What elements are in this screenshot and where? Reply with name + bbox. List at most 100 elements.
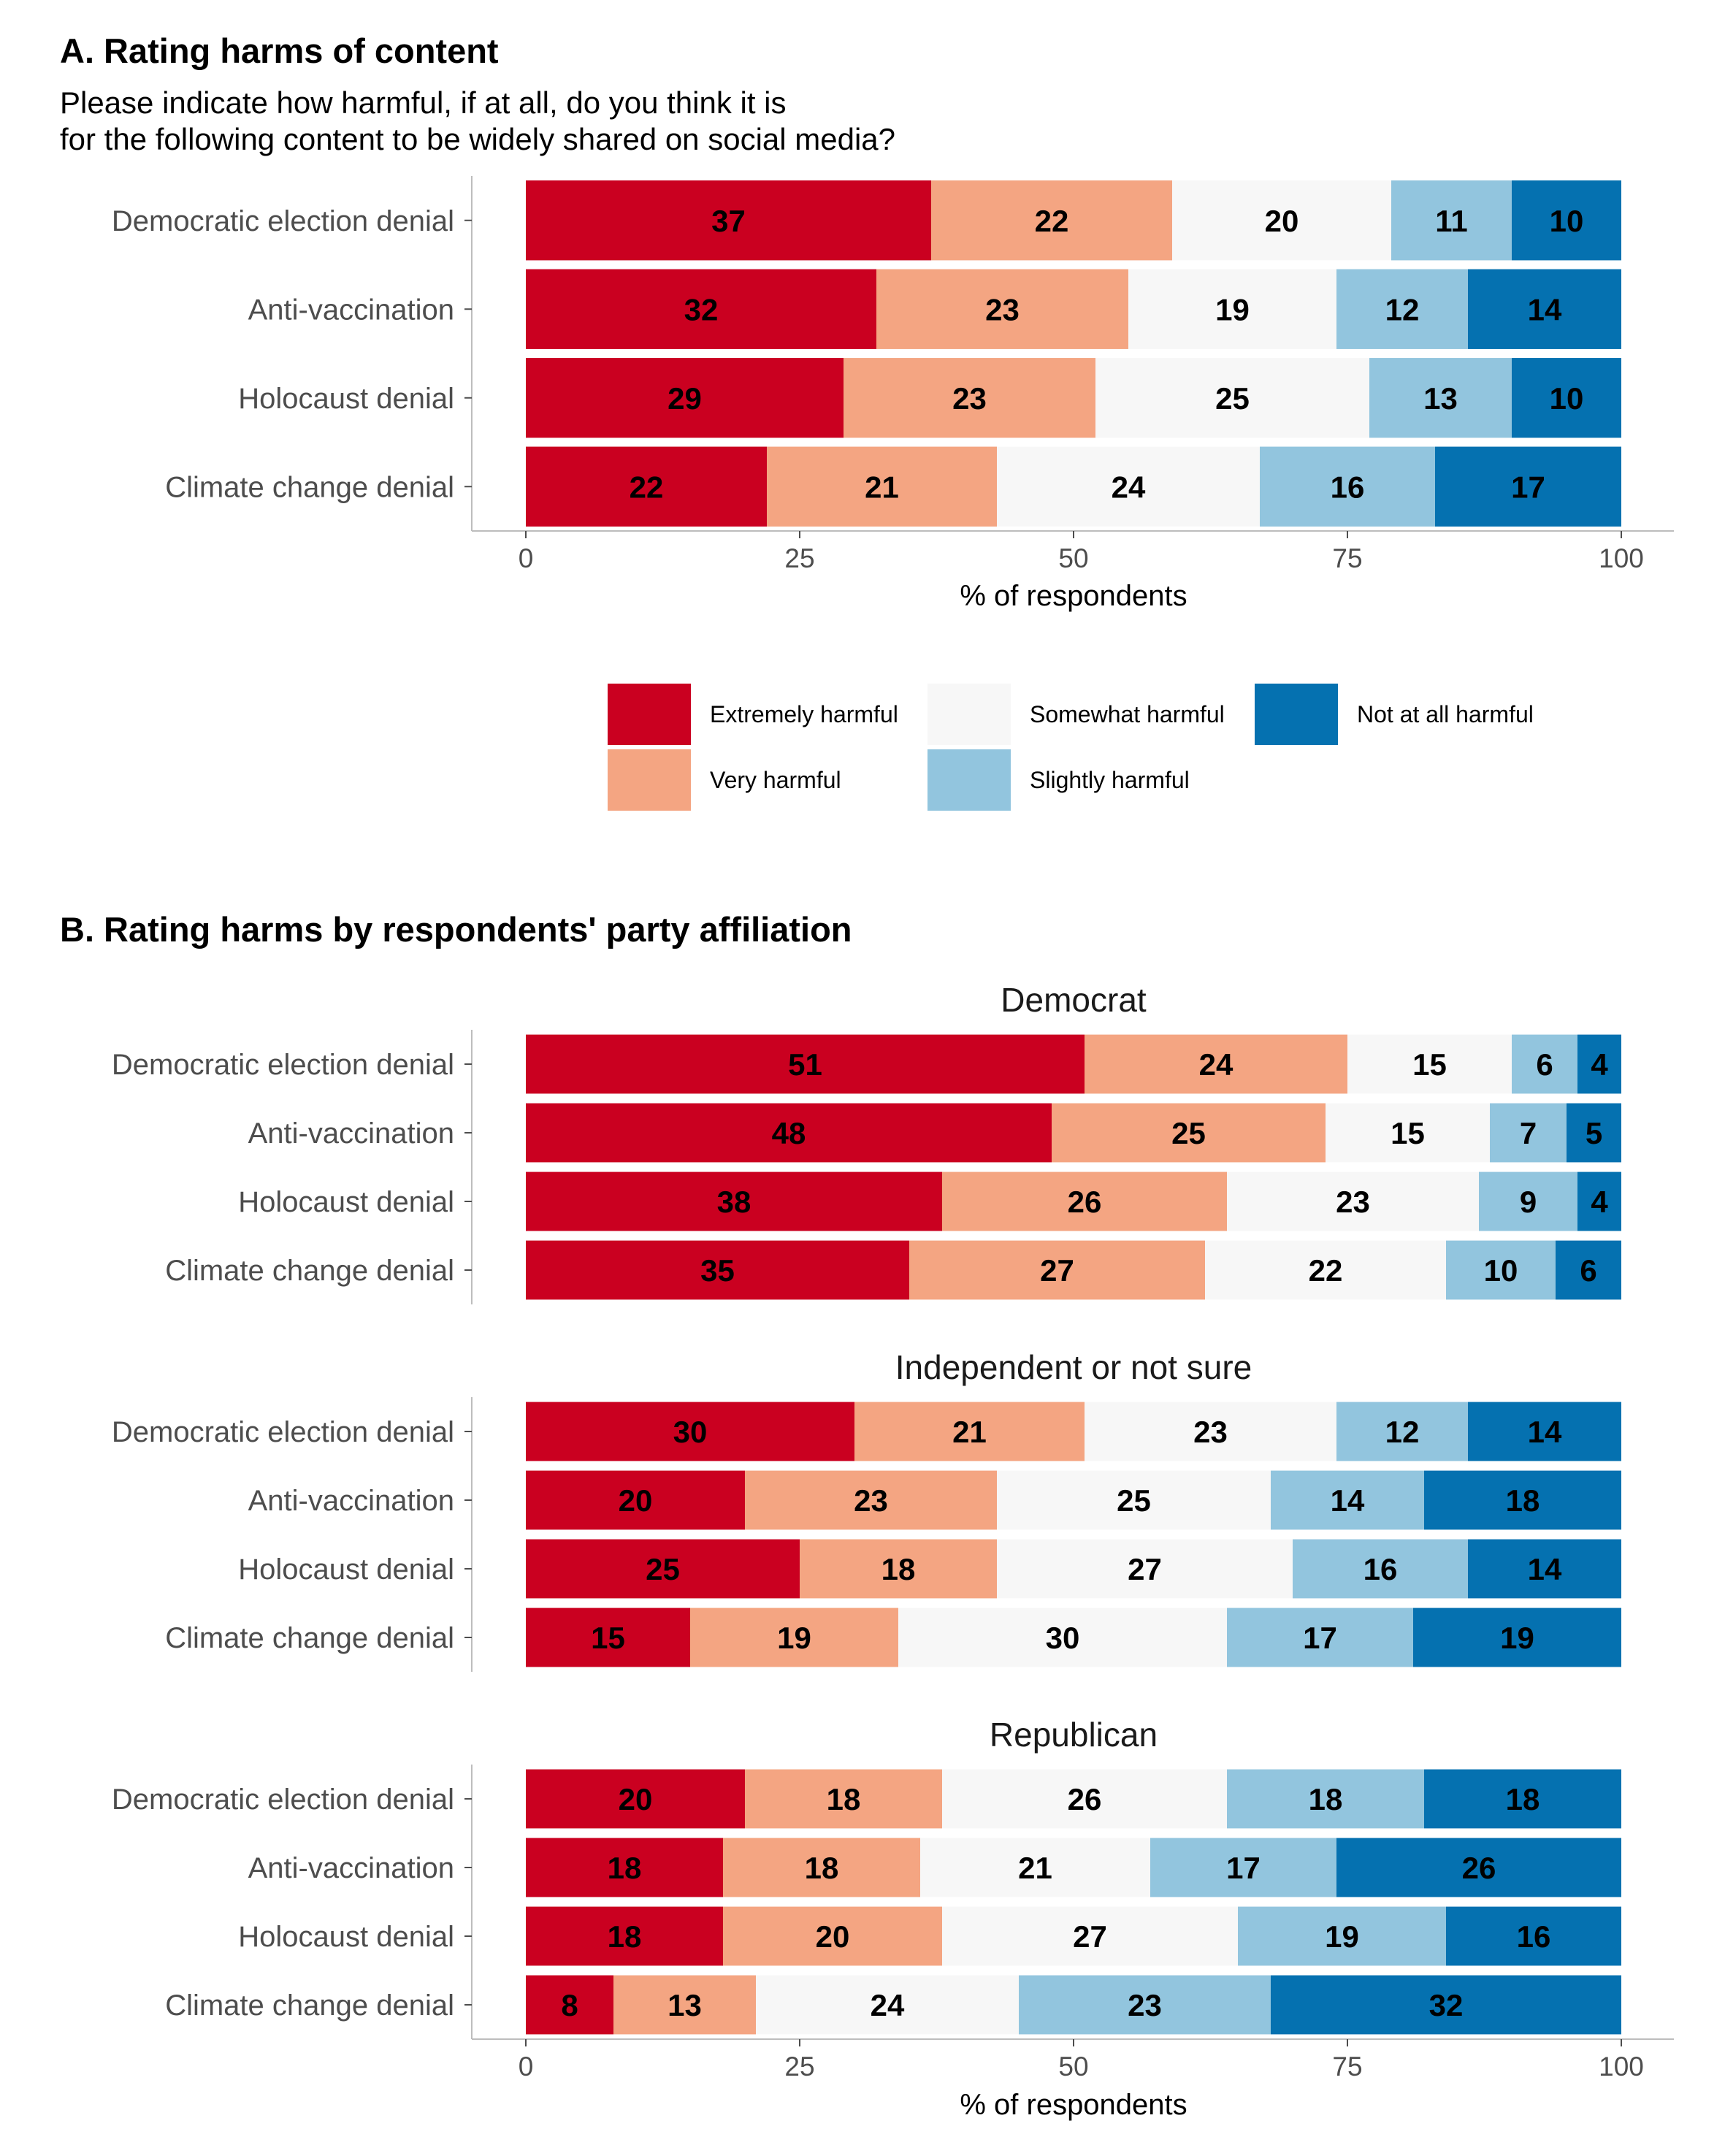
bar-value-label: 18 xyxy=(608,1851,642,1885)
bar-value-label: 5 xyxy=(1586,1116,1602,1150)
bar-value-label: 37 xyxy=(711,204,746,238)
bar-value-label: 27 xyxy=(1040,1253,1074,1288)
bar-segment-somewhat-harmful xyxy=(1326,1103,1490,1163)
bar-segment-very-harmful xyxy=(909,1240,1205,1300)
bar-value-label: 20 xyxy=(619,1483,653,1518)
x-tick-label: 0 xyxy=(519,2052,534,2082)
bar-value-label: 7 xyxy=(1520,1116,1537,1150)
bar-value-label: 12 xyxy=(1385,1415,1420,1449)
legend-swatch-very-harmful xyxy=(608,749,691,811)
category-label-climate-change-denial: Climate change denial xyxy=(165,1989,454,2022)
bar-value-label: 16 xyxy=(1517,1919,1551,1954)
bar-segment-not-at-all-harmful xyxy=(1468,269,1621,349)
bar-segment-very-harmful xyxy=(931,180,1172,261)
bar-value-label: 48 xyxy=(772,1116,806,1150)
bar-segment-very-harmful xyxy=(800,1539,997,1599)
x-tick-label: 100 xyxy=(1599,543,1644,573)
bar-segment-somewhat-harmful xyxy=(1205,1240,1446,1300)
panel-a-question-line1: Please indicate how harmful, if at all, … xyxy=(60,85,787,120)
bar-segment-slightly-harmful xyxy=(1271,1470,1424,1530)
bar-segment-slightly-harmful xyxy=(1227,1769,1424,1829)
bar-segment-not-at-all-harmful xyxy=(1512,358,1621,438)
bar-value-label: 24 xyxy=(1199,1047,1233,1082)
legend-swatch-somewhat-harmful xyxy=(927,684,1011,745)
category-label-holocaust-denial: Holocaust denial xyxy=(238,383,454,415)
category-label-holocaust-denial: Holocaust denial xyxy=(238,1921,454,1953)
bar-value-label: 16 xyxy=(1331,470,1365,504)
bar-segment-slightly-harmful xyxy=(1019,1975,1271,2035)
bar-segment-very-harmful xyxy=(844,358,1095,438)
bar-value-label: 17 xyxy=(1511,470,1545,504)
bar-value-label: 19 xyxy=(1215,292,1250,326)
bar-segment-very-harmful xyxy=(767,446,997,527)
x-tick-label: 75 xyxy=(1332,543,1362,573)
bar-value-label: 13 xyxy=(668,1988,702,2022)
category-label-holocaust-denial: Holocaust denial xyxy=(238,1186,454,1218)
bar-value-label: 8 xyxy=(561,1988,578,2022)
x-tick-label: 25 xyxy=(784,2052,814,2082)
bar-value-label: 25 xyxy=(1171,1116,1206,1150)
bar-value-label: 16 xyxy=(1363,1552,1398,1586)
bar-segment-extremely-harmful xyxy=(526,1975,613,2035)
bar-segment-somewhat-harmful xyxy=(997,446,1260,527)
bar-value-label: 22 xyxy=(1035,204,1069,238)
bar-value-label: 17 xyxy=(1303,1621,1337,1655)
bar-segment-very-harmful xyxy=(745,1769,942,1829)
bar-segment-not-at-all-harmful xyxy=(1271,1975,1621,2035)
bar-segment-not-at-all-harmful xyxy=(1577,1171,1621,1231)
bar-value-label: 25 xyxy=(646,1552,680,1586)
bar-value-label: 13 xyxy=(1423,381,1458,416)
x-tick-label: 25 xyxy=(784,543,814,573)
category-label-anti-vaccination: Anti-vaccination xyxy=(248,1485,454,1517)
bar-value-label: 27 xyxy=(1128,1552,1162,1586)
bar-segment-very-harmful xyxy=(745,1470,997,1530)
bar-segment-very-harmful xyxy=(854,1402,1085,1461)
panel-b-x-axis-title: % of respondents xyxy=(960,2089,1187,2121)
x-tick-label: 0 xyxy=(519,543,534,573)
bar-segment-not-at-all-harmful xyxy=(1424,1470,1621,1530)
bar-segment-somewhat-harmful xyxy=(1095,358,1369,438)
legend-swatch-not-at-all-harmful xyxy=(1255,684,1338,745)
bar-segment-extremely-harmful xyxy=(526,1402,854,1461)
bar-segment-not-at-all-harmful xyxy=(1336,1838,1621,1897)
legend-swatch-extremely-harmful xyxy=(608,684,691,745)
bar-value-label: 20 xyxy=(1265,204,1299,238)
bar-value-label: 21 xyxy=(952,1415,987,1449)
bar-value-label: 21 xyxy=(1018,1851,1052,1885)
bar-segment-not-at-all-harmful xyxy=(1556,1240,1621,1300)
facet-title-independent-or-not-sure: Independent or not sure xyxy=(895,1348,1252,1386)
bar-segment-extremely-harmful xyxy=(526,358,844,438)
bar-value-label: 6 xyxy=(1580,1253,1596,1288)
bar-segment-not-at-all-harmful xyxy=(1512,180,1621,261)
facet-independent: Independent or not sure Democratic electi… xyxy=(112,1348,1621,1672)
category-label-democratic-election-denial: Democratic election denial xyxy=(112,1416,454,1448)
bar-segment-somewhat-harmful xyxy=(1128,269,1336,349)
bar-segment-slightly-harmful xyxy=(1512,1034,1577,1094)
bar-value-label: 32 xyxy=(684,292,719,326)
bar-value-label: 18 xyxy=(827,1782,861,1816)
bar-segment-somewhat-harmful xyxy=(997,1470,1271,1530)
bar-value-label: 15 xyxy=(1412,1047,1447,1082)
bar-value-label: 18 xyxy=(1506,1782,1540,1816)
bar-segment-not-at-all-harmful xyxy=(1413,1608,1621,1667)
bar-value-label: 18 xyxy=(1309,1782,1343,1816)
bar-segment-extremely-harmful xyxy=(526,1240,909,1300)
bar-segment-not-at-all-harmful xyxy=(1468,1402,1621,1461)
bar-value-label: 14 xyxy=(1528,292,1562,326)
bar-value-label: 11 xyxy=(1435,204,1467,238)
bar-segment-extremely-harmful xyxy=(526,269,876,349)
bar-value-label: 26 xyxy=(1462,1851,1496,1885)
bar-segment-not-at-all-harmful xyxy=(1435,446,1621,527)
category-label-climate-change-denial: Climate change denial xyxy=(165,1255,454,1287)
bar-segment-not-at-all-harmful xyxy=(1424,1769,1621,1829)
x-tick-label: 100 xyxy=(1599,2052,1644,2082)
bar-value-label: 18 xyxy=(608,1919,642,1954)
category-label-anti-vaccination: Anti-vaccination xyxy=(248,1117,454,1150)
bar-value-label: 23 xyxy=(952,381,987,416)
bar-segment-very-harmful xyxy=(690,1608,898,1667)
bar-value-label: 38 xyxy=(717,1185,751,1219)
bar-segment-slightly-harmful xyxy=(1391,180,1512,261)
bar-segment-extremely-harmful xyxy=(526,1034,1085,1094)
